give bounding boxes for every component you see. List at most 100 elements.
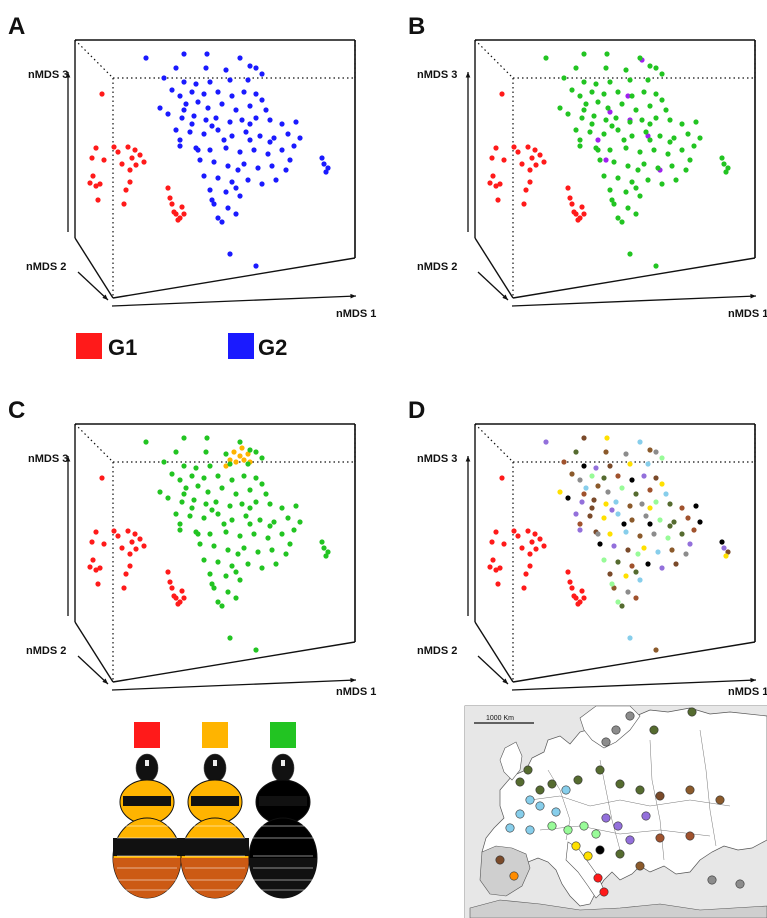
- series-0-point: [167, 579, 173, 585]
- series-1-point: [683, 551, 689, 557]
- g2-point: [225, 205, 231, 211]
- series-0-point: [487, 564, 493, 570]
- l3-point: [565, 111, 571, 117]
- l3-point: [629, 93, 635, 99]
- map-sample-point: [715, 795, 725, 805]
- series-0-point: [567, 579, 573, 585]
- g2-point: [269, 163, 275, 169]
- l2b-point: [625, 93, 631, 99]
- g2-point: [279, 121, 285, 127]
- g2-point: [285, 131, 291, 137]
- g2-point: [283, 167, 289, 173]
- series-1-point: [629, 477, 635, 483]
- series-1-point: [625, 547, 631, 553]
- l3-point: [639, 117, 645, 123]
- l3-point: [579, 115, 585, 121]
- series-0-point: [121, 585, 127, 591]
- map-sample-point: [571, 841, 581, 851]
- series-1-point: [665, 535, 671, 541]
- g1-point: [87, 180, 93, 186]
- map-sample-point: [579, 821, 589, 831]
- series-2-point: [319, 539, 325, 545]
- series-2-point: [143, 439, 149, 445]
- series-2-point: [239, 501, 245, 507]
- series-1-point: [659, 565, 665, 571]
- series-2-point: [285, 515, 291, 521]
- series-1-point: [627, 503, 633, 509]
- series-0-point: [497, 565, 503, 571]
- map-sample-point: [635, 785, 645, 795]
- series-0-point: [575, 601, 581, 607]
- series-0-point: [537, 536, 543, 542]
- series-2-point: [279, 505, 285, 511]
- series-2-point: [189, 473, 195, 479]
- l3-point: [625, 163, 631, 169]
- g1-point: [167, 195, 173, 201]
- series-1-point: [623, 573, 629, 579]
- g2-point: [321, 161, 327, 167]
- g2-point: [215, 175, 221, 181]
- series-2-point: [259, 481, 265, 487]
- l3-point: [615, 175, 621, 181]
- series-2-point: [273, 561, 279, 567]
- series-1-point: [667, 501, 673, 507]
- l3-point: [609, 123, 615, 129]
- map-sample-point: [495, 855, 505, 865]
- g1-point: [127, 179, 133, 185]
- l3-point: [619, 101, 625, 107]
- g1-point: [93, 183, 99, 189]
- series-0-point: [579, 588, 585, 594]
- l3-point: [573, 127, 579, 133]
- g1-point: [179, 204, 185, 210]
- series-2-point: [321, 545, 327, 551]
- bee-abdomen-tip: [113, 858, 181, 898]
- g1-point: [93, 145, 99, 151]
- series-2-point: [237, 533, 243, 539]
- map-sample-point: [601, 737, 611, 747]
- g2-point: [233, 107, 239, 113]
- l3-point: [693, 119, 699, 125]
- series-2-point: [251, 531, 257, 537]
- l2a-point: [569, 201, 575, 207]
- panel-a-plot: A nMDS 3 nMDS 2 nMDS 1 G1 G2: [8, 13, 376, 360]
- series-2-point: [209, 581, 215, 587]
- l3-point: [721, 161, 727, 167]
- map-britain: [499, 741, 523, 781]
- g2-point: [287, 157, 293, 163]
- g2-point: [225, 163, 231, 169]
- series-2-point: [237, 439, 243, 445]
- box-edge-hidden: [74, 39, 114, 79]
- g2-point: [181, 107, 187, 113]
- l2a-point: [525, 144, 531, 150]
- series-0-point: [132, 531, 138, 537]
- scatter-points: [487, 435, 731, 653]
- series-2-point: [235, 551, 241, 557]
- series-0-point: [529, 539, 535, 545]
- series-1-point: [569, 471, 575, 477]
- series-0-point: [125, 528, 131, 534]
- series-0-point: [90, 557, 96, 563]
- l3-point: [647, 121, 653, 127]
- series-2-point: [213, 499, 219, 505]
- axis-arrow-y-head: [102, 294, 108, 300]
- g2-point: [203, 117, 209, 123]
- series-2-point: [229, 517, 235, 523]
- series-2-point: [223, 451, 229, 457]
- series-2-point: [247, 505, 253, 511]
- series-2-point: [241, 545, 247, 551]
- g2-point: [193, 81, 199, 87]
- l2a-point: [567, 195, 573, 201]
- l3-point: [603, 65, 609, 71]
- l3-point: [611, 159, 617, 165]
- series-1-point: [647, 447, 653, 453]
- series-2-point: [207, 463, 213, 469]
- l3-point: [669, 163, 675, 169]
- g2-point: [319, 155, 325, 161]
- axis-label-y: nMDS 2: [26, 645, 66, 657]
- series-2-point: [215, 511, 221, 517]
- series-2-point: [271, 519, 277, 525]
- l3-point: [647, 137, 653, 143]
- series-2-point: [183, 485, 189, 491]
- series-1-point: [579, 499, 585, 505]
